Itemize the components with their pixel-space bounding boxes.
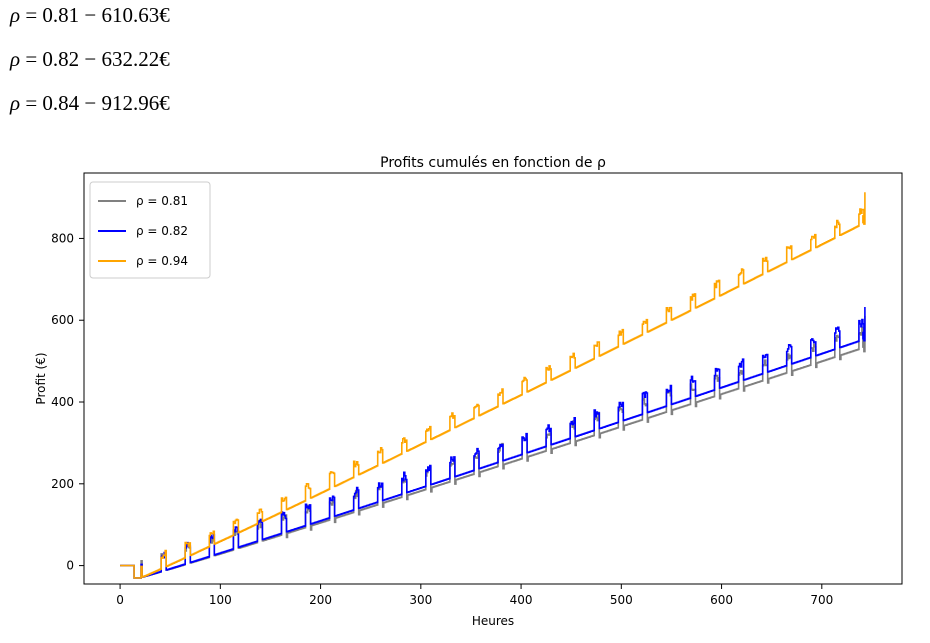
x-tick-label: 400: [510, 593, 533, 607]
x-tick-label: 0: [116, 593, 124, 607]
y-tick-label: 200: [51, 477, 74, 491]
x-tick-label: 200: [309, 593, 332, 607]
x-tick-label: 100: [209, 593, 232, 607]
y-tick-label: 0: [66, 559, 74, 573]
y-tick-label: 800: [51, 231, 74, 245]
legend-label: ρ = 0.81: [136, 194, 188, 208]
y-axis-label: Profit (€): [34, 352, 48, 404]
y-tick-label: 600: [51, 313, 74, 327]
series-line-2: [120, 192, 866, 579]
legend-label: ρ = 0.94: [136, 254, 188, 268]
rho-symbol: ρ: [10, 91, 21, 115]
chart-title: Profits cumulés en fonction de ρ: [380, 155, 606, 171]
plot-frame: [83, 172, 903, 585]
result-line: ρ = 0.84 − 912.96€: [10, 88, 170, 132]
rho-symbol: ρ: [10, 47, 21, 71]
result-text: = 0.81 − 610.63€: [20, 3, 170, 27]
x-tick-label: 700: [810, 593, 833, 607]
result-text: = 0.84 − 912.96€: [20, 91, 170, 115]
series-line-1: [120, 307, 866, 579]
legend-box: [89, 181, 211, 279]
result-text: = 0.82 − 632.22€: [20, 47, 170, 71]
rho-symbol: ρ: [10, 3, 21, 27]
result-line: ρ = 0.81 − 610.63€: [10, 0, 170, 44]
x-tick-label: 300: [409, 593, 432, 607]
x-tick-label: 600: [710, 593, 733, 607]
result-line: ρ = 0.82 − 632.22€: [10, 44, 170, 88]
y-tick-label: 400: [51, 395, 74, 409]
x-axis-label: Heures: [472, 614, 514, 628]
series-line-0: [120, 315, 866, 579]
results-list: ρ = 0.81 − 610.63€ ρ = 0.82 − 632.22€ ρ …: [10, 0, 170, 132]
legend-label: ρ = 0.82: [136, 224, 188, 238]
x-tick-label: 500: [610, 593, 633, 607]
